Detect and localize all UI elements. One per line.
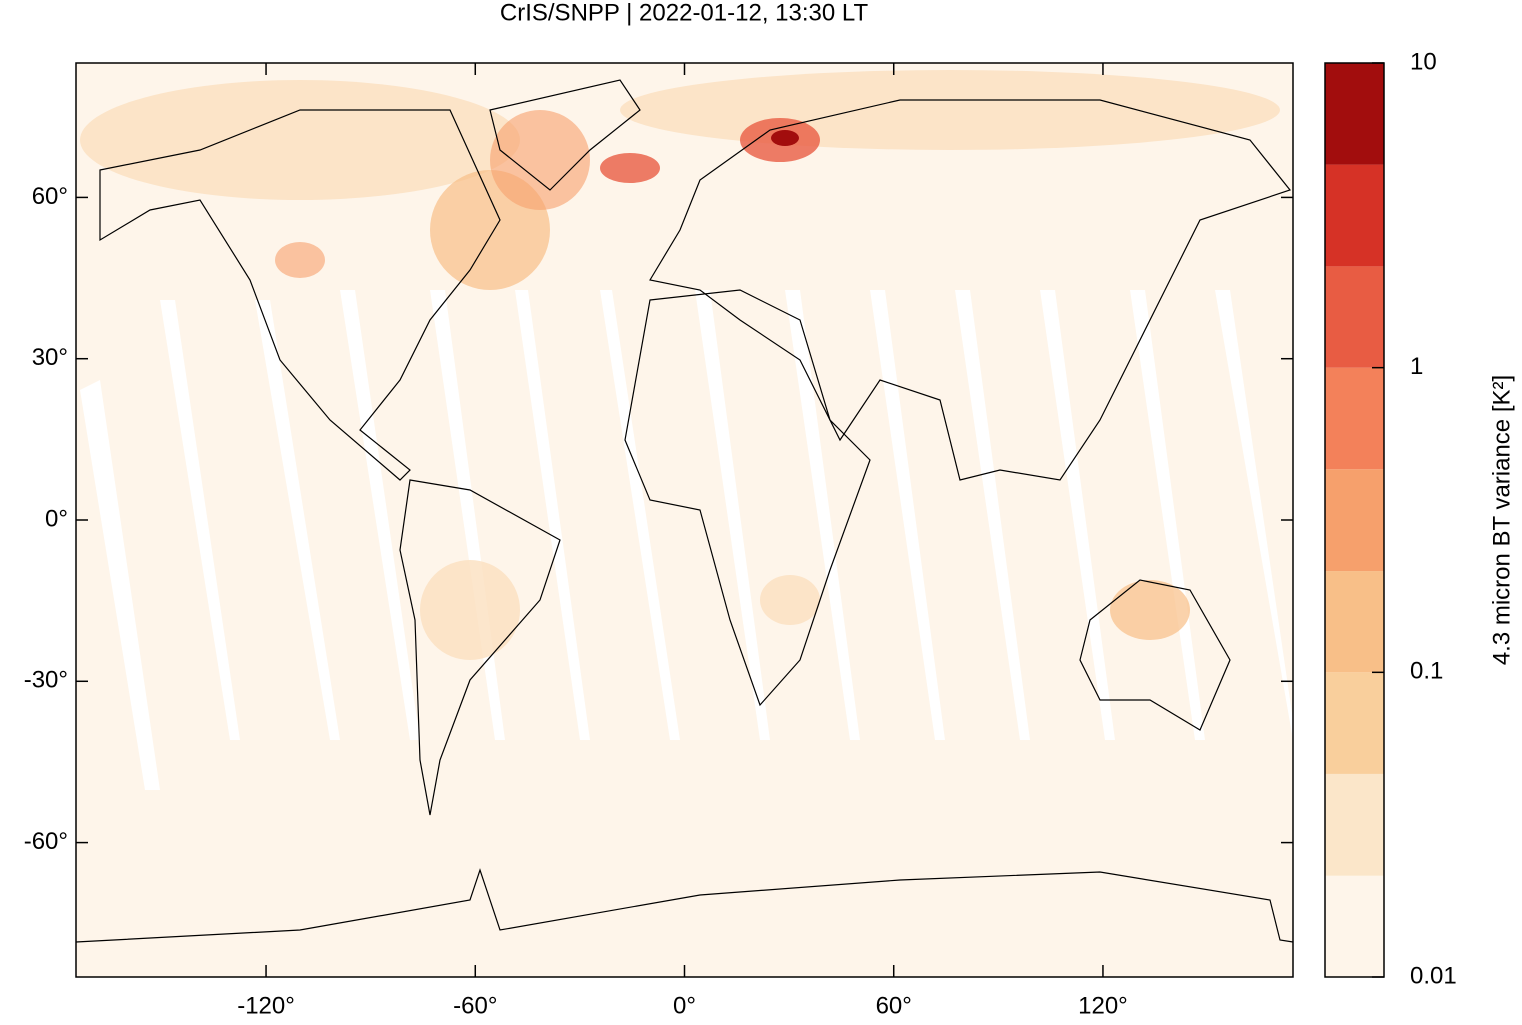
y-tick-label: -30° (24, 667, 68, 694)
colorbar-tick-label: 1 (1410, 353, 1423, 380)
colorbar-band (1325, 469, 1384, 572)
colorbar-frame (1324, 62, 1385, 978)
colorbar-band (1325, 672, 1384, 774)
colorbar-tick-label: 10 (1410, 48, 1437, 75)
x-tick-label: -60° (453, 992, 497, 1019)
colorbar-band (1325, 266, 1384, 368)
x-tick-label: 120° (1078, 992, 1128, 1019)
y-tick-label: -60° (24, 828, 68, 855)
y-tick-label: 0° (45, 505, 68, 532)
colorbar-band (1325, 63, 1384, 165)
map-background (76, 63, 1293, 977)
colorbar-band (1325, 875, 1384, 977)
colorbar-band (1325, 773, 1384, 876)
x-tick-label: -120° (237, 992, 295, 1019)
x-tick-label: 0° (673, 992, 696, 1019)
chart-title: CrIS/SNPP | 2022-01-12, 13:30 LT (500, 0, 869, 26)
y-tick-label: 60° (32, 183, 68, 210)
colorbar-band (1325, 367, 1384, 470)
coastlines (75, 79, 1294, 943)
colorbar-band (1325, 571, 1384, 673)
colorbar-band (1325, 164, 1384, 267)
colorbar-label: 4.3 micron BT variance [K²] (1488, 375, 1515, 665)
y-tick-label: 30° (32, 344, 68, 371)
colorbar-tick-label: 0.01 (1410, 962, 1457, 989)
colorbar-tick-label: 0.1 (1410, 658, 1443, 685)
swath-gaps (80, 290, 1293, 790)
map (75, 63, 1294, 977)
x-tick-label: 60° (876, 992, 912, 1019)
